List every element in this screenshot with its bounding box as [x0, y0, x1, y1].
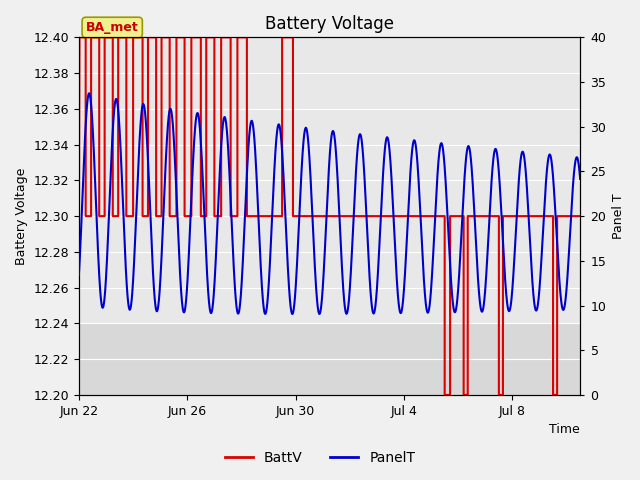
Legend: BattV, PanelT: BattV, PanelT — [220, 445, 420, 471]
X-axis label: Time: Time — [549, 423, 580, 436]
Y-axis label: Battery Voltage: Battery Voltage — [15, 168, 28, 265]
Text: BA_met: BA_met — [86, 21, 139, 34]
Bar — [79, 37, 580, 324]
Title: Battery Voltage: Battery Voltage — [265, 15, 394, 33]
Y-axis label: Panel T: Panel T — [612, 193, 625, 239]
